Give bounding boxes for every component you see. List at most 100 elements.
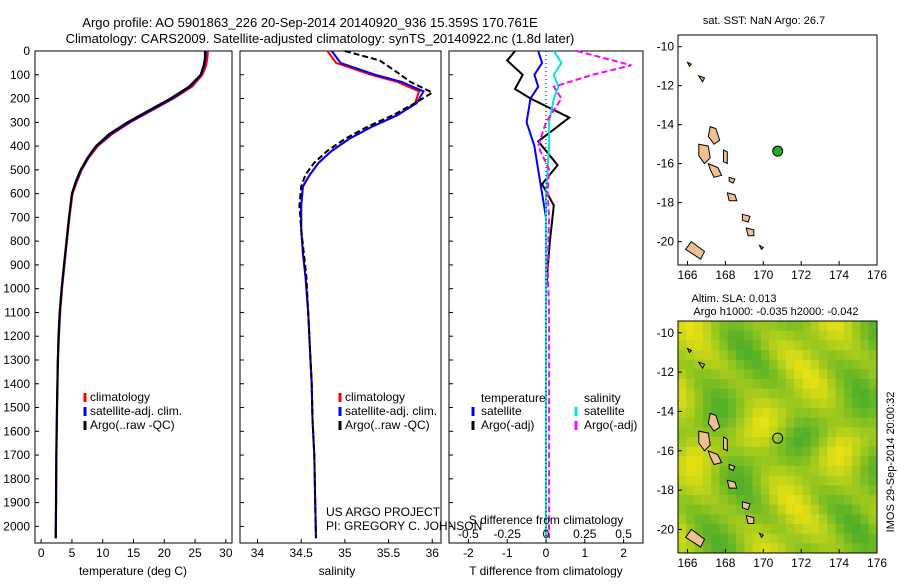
sla-cell	[678, 475, 687, 486]
sla-cell	[818, 417, 828, 428]
sla-cell	[694, 466, 704, 477]
title-line-1: Argo profile: AO 5901863_226 20-Sep-2014…	[82, 15, 538, 30]
sla-cell	[827, 379, 837, 390]
sla-cell	[678, 417, 687, 428]
sla-cell	[860, 359, 870, 370]
sla-cell	[835, 475, 845, 486]
sla-cell	[744, 369, 754, 380]
sla-cell	[860, 475, 870, 486]
sla-cell	[852, 340, 861, 351]
sla-cell	[852, 466, 861, 477]
sla-cell	[868, 533, 878, 544]
sla-cell	[794, 466, 803, 477]
sla-cell	[702, 340, 712, 351]
sla-cell	[802, 475, 812, 486]
sla-cell	[794, 456, 803, 467]
sla-cell	[802, 446, 812, 457]
sla-cell	[868, 359, 878, 370]
sla-cell	[777, 456, 787, 467]
sla-cell	[777, 340, 787, 351]
sla-cell	[719, 398, 729, 409]
sla-cell	[835, 388, 845, 399]
sla-cell	[719, 340, 729, 351]
sla-cell	[794, 417, 803, 428]
sla-cell	[852, 543, 861, 554]
temperature-panel: 0 5 10 15 20 25 300100200300400500600700800900…	[3, 44, 233, 560]
sla-cell	[785, 350, 795, 361]
sla-cell	[760, 437, 770, 448]
sla-cell	[777, 533, 787, 544]
sla-cell	[711, 437, 720, 448]
sla-cell	[736, 417, 745, 428]
sla-cell	[852, 456, 861, 467]
sla-map-title-2: Argo h1000: -0.035 h2000: -0.042	[693, 306, 858, 318]
sla-cell	[785, 359, 795, 370]
sla-cell	[744, 340, 754, 351]
sla-cell	[860, 350, 870, 361]
sla-cell	[835, 504, 845, 515]
sla-cell	[835, 398, 845, 409]
sla-cell	[818, 427, 828, 438]
sla-cell	[769, 427, 778, 438]
sla-cell	[686, 514, 696, 525]
x-tick-label: 2	[620, 546, 627, 560]
sla-cell	[827, 456, 837, 467]
sla-cell	[843, 398, 853, 409]
sla-cell	[843, 417, 853, 428]
sla-cell	[760, 475, 770, 486]
sla-cell	[702, 388, 712, 399]
sla-cell	[852, 475, 861, 486]
sla-cell	[760, 524, 770, 535]
sla-cell	[736, 379, 745, 390]
map-y-tick-label: -12	[657, 365, 675, 379]
sla-cell	[752, 504, 762, 515]
sla-cell	[810, 504, 820, 515]
sla-cell	[785, 456, 795, 467]
sla-cell	[835, 446, 845, 457]
series-line-3	[54, 51, 206, 539]
sla-cell	[752, 408, 762, 419]
sla-cell	[818, 495, 828, 506]
sla-cell	[843, 456, 853, 467]
legend-label: Argo(-adj)	[481, 418, 534, 432]
sla-cell	[719, 495, 729, 506]
sla-cell	[843, 427, 853, 438]
sla-cell	[860, 524, 870, 535]
sla-cell	[719, 533, 729, 544]
sla-cell	[736, 340, 745, 351]
sla-cell	[785, 427, 795, 438]
map-y-tick-label: -20	[657, 235, 675, 249]
sla-cell	[769, 456, 778, 467]
sla-cell	[835, 340, 845, 351]
sla-cell	[678, 533, 687, 544]
sla-cell	[802, 427, 812, 438]
sla-cell	[852, 350, 861, 361]
sla-cell	[835, 427, 845, 438]
sla-cell	[719, 524, 729, 535]
sla-cell	[852, 495, 861, 506]
sla-cell	[678, 388, 687, 399]
sla-cell	[711, 514, 720, 525]
sla-cell	[827, 330, 837, 341]
y-tick-label: 300	[10, 115, 30, 129]
sla-cell	[868, 485, 878, 496]
sla-cell	[868, 398, 878, 409]
sla-cell	[702, 514, 712, 525]
sla-cell	[777, 475, 787, 486]
plot-frame	[34, 50, 233, 544]
sla-cell	[702, 417, 712, 428]
y-tick-label: 1500	[3, 401, 30, 415]
island-shape	[698, 430, 711, 452]
sla-cell	[785, 417, 795, 428]
sla-cell	[852, 369, 861, 380]
sla-cell	[827, 485, 837, 496]
series-line-3	[545, 50, 563, 539]
sla-cell	[702, 495, 712, 506]
sla-cell	[843, 369, 853, 380]
sla-cell	[777, 446, 787, 457]
sla-cell	[818, 466, 828, 477]
sla-cell	[827, 446, 837, 457]
sla-cell	[727, 446, 737, 457]
sla-cell	[769, 417, 778, 428]
sla-cell	[860, 340, 870, 351]
